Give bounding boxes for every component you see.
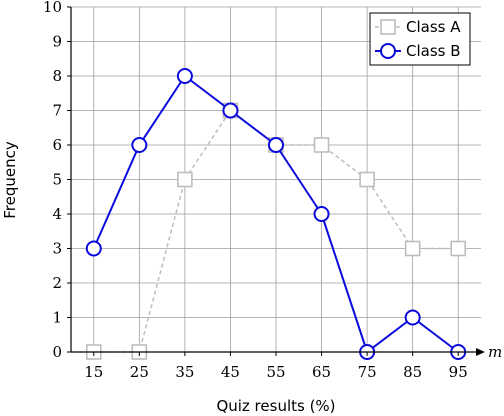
legend-marker-class-b — [380, 43, 396, 59]
point-class-b-3 — [222, 102, 239, 119]
x-tick-label-2: 35 — [175, 363, 194, 381]
x-tick-label-6: 75 — [358, 363, 377, 381]
point-class-b-7 — [404, 309, 421, 326]
point-class-b-0 — [85, 240, 102, 257]
point-class-a-2 — [177, 171, 193, 188]
y-axis-title: Frequency — [1, 141, 19, 219]
legend-item-class-a: Class A — [375, 18, 461, 36]
point-class-b-2 — [176, 68, 193, 84]
y-tick-label-10: 10 — [43, 0, 62, 16]
x-tick-label-7: 85 — [403, 363, 422, 381]
legend-label-class-b: Class B — [406, 42, 461, 60]
y-tick-label-3: 3 — [52, 240, 62, 258]
axes — [67, 6, 485, 356]
point-class-b-5 — [313, 206, 330, 222]
x-axis-variable: m — [488, 343, 502, 361]
legend-item-class-b: Class B — [375, 42, 461, 60]
legend-marker-class-a — [380, 19, 396, 35]
y-tick-label-9: 9 — [52, 33, 62, 51]
x-axis-title: Quiz results (%) — [216, 397, 335, 415]
y-tick-label-4: 4 — [52, 205, 62, 223]
y-tick-label-6: 6 — [52, 136, 62, 154]
series-line-class-a — [93, 109, 459, 353]
point-class-a-8 — [450, 240, 467, 257]
point-class-b-4 — [268, 137, 284, 153]
x-tick-label-3: 45 — [221, 363, 240, 381]
x-tick-label-5: 65 — [312, 363, 331, 381]
legend: Class A Class B — [369, 12, 471, 66]
y-tick-label-0: 0 — [52, 343, 62, 361]
x-axis-arrow — [476, 348, 485, 356]
y-tick-label-7: 7 — [52, 102, 62, 120]
y-tick-label-8: 8 — [52, 67, 62, 85]
x-tick-label-0: 15 — [84, 363, 103, 381]
y-tick-label-2: 2 — [52, 274, 62, 292]
point-class-a-6 — [359, 171, 375, 188]
legend-label-class-a: Class A — [406, 18, 461, 36]
y-tick-label-1: 1 — [52, 309, 62, 327]
point-class-b-1 — [131, 137, 148, 153]
x-tick-label-1: 25 — [130, 363, 149, 381]
point-class-a-7 — [404, 240, 421, 257]
y-tick-label-5: 5 — [52, 171, 62, 189]
point-class-a-5 — [313, 137, 330, 153]
x-tick-label-8: 95 — [449, 363, 468, 381]
x-tick-label-4: 55 — [266, 363, 285, 381]
